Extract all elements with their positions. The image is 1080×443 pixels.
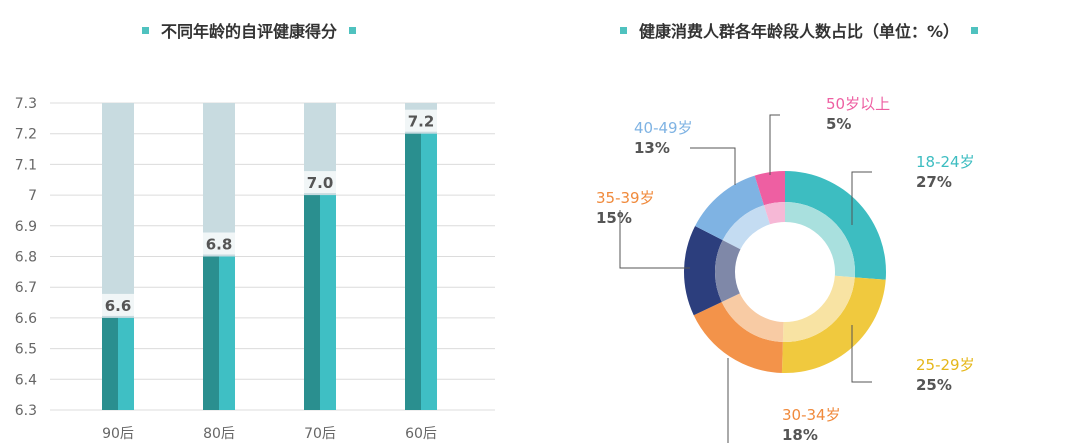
- pie-chart-title-text: 健康消费人群各年龄段人数占比（单位：%）: [639, 22, 960, 41]
- x-tick-label: 70后: [304, 426, 336, 442]
- pie-slice-percent: 15%: [596, 209, 632, 227]
- bar-highlight: [219, 256, 235, 410]
- bar-highlight: [118, 317, 134, 410]
- bar-value-label: 6.8: [206, 236, 233, 254]
- pie-slice-label: 50岁以上: [826, 95, 890, 113]
- x-tick-label: 60后: [405, 426, 437, 442]
- pie-slice-inner: [721, 293, 784, 342]
- pie-slice-inner: [722, 205, 770, 250]
- bar-highlight: [421, 133, 437, 410]
- x-tick-label: 80后: [203, 426, 235, 442]
- leader-line: [851, 325, 872, 383]
- pie-slice-inner: [782, 275, 855, 342]
- leader-line: [851, 171, 872, 225]
- pie-slice: [754, 171, 785, 206]
- pie-slice-percent: 5%: [826, 115, 851, 133]
- pie-slice-label: 18-24岁: [916, 153, 975, 171]
- pie-slice-percent: 25%: [916, 376, 952, 394]
- bar-highlight: [320, 195, 336, 410]
- bar: [405, 133, 421, 410]
- y-tick-label: 6.5: [15, 342, 37, 358]
- bar: [102, 317, 118, 410]
- x-tick-label: 90后: [102, 426, 134, 442]
- y-tick-label: 6.7: [15, 280, 37, 296]
- leader-line: [769, 114, 780, 175]
- bar-value-label: 7.0: [307, 174, 334, 192]
- title-bullet-icon: [349, 26, 357, 34]
- title-bullet-icon: [971, 26, 979, 34]
- pie-slice-label: 35-39岁: [596, 189, 655, 207]
- pie-slice-percent: 27%: [916, 173, 952, 191]
- pie-slice: [785, 171, 886, 280]
- y-tick-label: 6.9: [15, 219, 37, 235]
- pie-chart-title: 健康消费人群各年龄段人数占比（单位：%）: [608, 18, 990, 42]
- title-bullet-icon: [620, 26, 627, 34]
- leader-line: [619, 210, 690, 269]
- title-bullet-icon: [142, 26, 149, 34]
- pie-slice-inner: [785, 202, 855, 278]
- y-tick-label: 6.4: [15, 372, 37, 388]
- bar-chart-title: 不同年龄的自评健康得分: [130, 18, 368, 42]
- y-tick-label: 7.2: [15, 127, 37, 143]
- value-label-bg: [405, 109, 437, 132]
- pie-slice-label: 40-49岁: [634, 119, 693, 137]
- bar-value-label: 6.6: [105, 297, 132, 315]
- value-label-bg: [304, 171, 336, 194]
- pie-slice: [693, 301, 783, 373]
- pie-slice-label: 25-29岁: [916, 356, 975, 374]
- bar: [304, 195, 320, 410]
- y-tick-label: 7: [28, 188, 37, 204]
- y-tick-label: 6.3: [15, 403, 37, 419]
- pie-slice: [684, 226, 723, 316]
- pie-slice: [695, 175, 764, 241]
- value-label-bg: [203, 232, 235, 255]
- pie-slice-inner: [715, 240, 741, 302]
- pie-slice-label: 30-34岁: [782, 406, 841, 424]
- y-tick-label: 7.3: [15, 96, 37, 112]
- bar-value-label: 7.2: [408, 113, 435, 131]
- pie-slice-percent: 13%: [634, 139, 670, 157]
- value-label-bg: [102, 293, 134, 316]
- bar: [203, 256, 219, 410]
- y-tick-label: 6.8: [15, 250, 37, 266]
- y-tick-label: 6.6: [15, 311, 37, 327]
- y-tick-label: 7.1: [15, 157, 37, 173]
- pie-slice-percent: 18%: [782, 426, 818, 443]
- leader-line: [690, 147, 736, 185]
- pie-slice-inner: [763, 202, 785, 225]
- bar-chart-title-text: 不同年龄的自评健康得分: [161, 22, 338, 41]
- pie-slice: [781, 277, 886, 374]
